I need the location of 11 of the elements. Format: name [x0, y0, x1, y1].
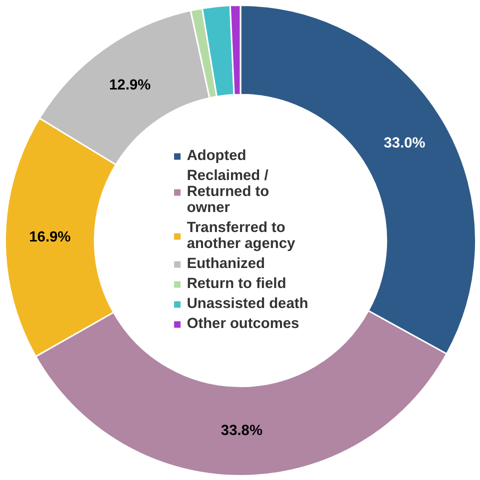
legend-label: Adopted: [186, 148, 246, 164]
legend-label: Reclaimed / Returned to owner: [186, 168, 270, 216]
data-label: 16.9%: [29, 230, 71, 246]
legend-label: Transferred to another agency: [186, 220, 296, 252]
data-label: 33.0%: [384, 135, 426, 152]
legend-label: Return to field: [186, 276, 286, 292]
data-label: 12.9%: [109, 77, 151, 94]
legend-label: Unassisted death: [186, 296, 308, 312]
legend-label: Euthanized: [186, 256, 265, 272]
data-label: 33.8%: [220, 423, 262, 440]
legend-label: Other outcomes: [186, 316, 300, 332]
